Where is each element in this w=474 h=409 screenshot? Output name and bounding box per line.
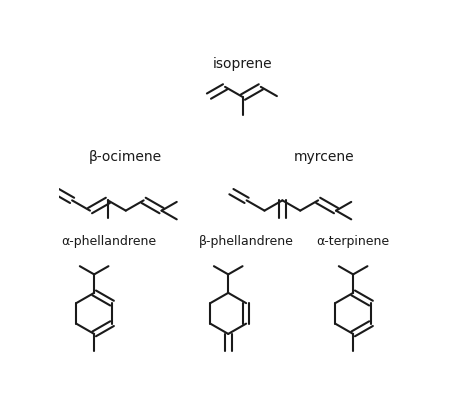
Text: β-phellandrene: β-phellandrene: [199, 234, 294, 247]
Text: isoprene: isoprene: [213, 57, 273, 71]
Text: α-phellandrene: α-phellandrene: [61, 234, 156, 247]
Text: β-ocimene: β-ocimene: [89, 150, 162, 164]
Text: α-terpinene: α-terpinene: [316, 234, 390, 247]
Text: myrcene: myrcene: [293, 150, 354, 164]
